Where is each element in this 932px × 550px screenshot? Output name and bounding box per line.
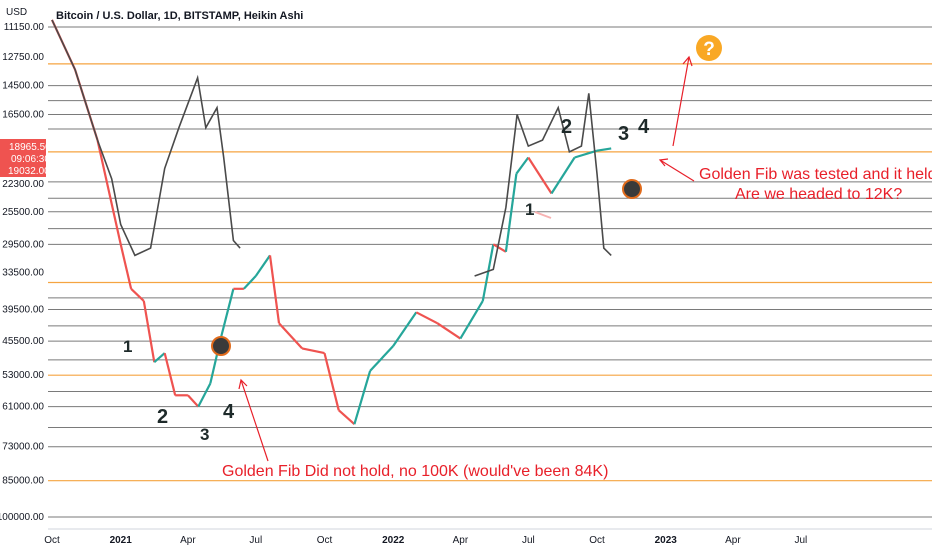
candle-trace-segment-22 [369,345,395,372]
x-tick-6: Apr [453,535,469,546]
candle-trace-segment-12 [219,288,235,339]
candle-trace-segment-14 [243,275,257,290]
y-tick-11: 45500.00 [2,336,44,347]
arrows [238,55,695,462]
candle-trace-segment-6 [153,352,166,364]
currency-label: USD [6,7,27,18]
y-tick-13: 61000.00 [2,402,44,413]
candle-trace-segment-21 [353,370,372,425]
candle-trace-segment-30 [515,156,530,175]
other-price-label: 19032.00 [8,166,50,177]
wave-connector [534,211,552,219]
y-axis[interactable]: 11150.00 12750.00 14500.00 16500.00 22300.00… [0,22,44,523]
candle-trace-segment-18 [301,347,325,355]
candle-trace-segment-25 [436,322,462,340]
question-badge-text: ? [703,39,715,60]
candle-trace-segment-2 [96,139,122,245]
wave-label-3-first: 3 [200,425,209,444]
y-tick-3: 16500.00 [2,110,44,121]
marker-first-cycle [211,336,231,356]
horizontal-levels [48,26,932,518]
candle-trace-segment-33 [574,149,598,159]
candle-trace-segment-7 [163,352,177,396]
x-tick-4: Oct [317,535,333,546]
y-tick-6: 22300.00 [2,179,44,190]
x-tick-0: Oct [44,535,60,546]
x-tick-1: 2021 [110,535,133,546]
x-tick-5: 2022 [382,535,405,546]
series-layer [51,19,612,426]
y-tick-10: 39500.00 [2,305,44,316]
candle-trace-segment-28 [492,243,507,253]
y-tick-1: 12750.00 [2,52,44,63]
candle-trace-segment-24 [415,311,438,325]
wave-label-2-first: 2 [157,406,168,428]
candle-trace-segment-3 [119,244,133,290]
candle-trace-segment-10 [197,382,212,408]
candle-trace-segment-26 [459,300,484,340]
annotation-fib-not-held: Golden Fib Did not hold, no 100K (would'… [222,463,608,480]
y-tick-14: 73000.00 [2,442,44,453]
overlay-line-first-cycle [51,19,241,257]
candle-trace-segment-34 [596,147,612,152]
annotation-headed-12k: Are we headed to 12K? [735,186,902,203]
candle-trace-segment-20 [337,409,356,426]
candle-trace-segment-19 [323,352,340,411]
candle-trace-segment-17 [278,322,303,350]
annotation-fib-held: Golden Fib was tested and it held! [699,166,932,183]
wave-label-1-first: 1 [123,337,132,356]
wave-label-1-second: 1 [525,200,534,219]
question-badge [696,35,722,61]
y-tick-8: 29500.00 [2,239,44,250]
x-tick-8: Oct [589,535,605,546]
countdown-label: 09:06:30 [11,154,50,165]
chart-title: Bitcoin / U.S. Dollar, 1D, BITSTAMP, Hei… [56,10,303,22]
candle-trace-segment-5 [142,300,156,363]
wave-label-3-second: 3 [618,123,629,145]
x-tick-11: Jul [794,535,807,546]
x-tick-2: Apr [180,535,196,546]
y-tick-15: 85000.00 [2,476,44,487]
x-tick-7: Jul [522,535,535,546]
y-tick-16: 100000.00 [0,512,44,523]
marker-second-cycle [622,179,642,199]
last-price-label: 18965.50 [9,142,51,153]
y-tick-12: 53000.00 [2,370,44,381]
y-tick-7: 25500.00 [2,207,44,218]
candle-trace-segment-31 [527,156,553,195]
candle-trace-segment-32 [550,156,576,195]
candle-trace-segment-9 [187,394,200,408]
candle-trace-segment-16 [268,255,281,324]
x-tick-9: 2023 [655,535,678,546]
candle-trace-segment-4 [130,288,145,302]
overlay-line-second-cycle [474,93,612,277]
candle-trace-segment-15 [254,254,271,277]
x-axis[interactable]: Oct 2021 Apr Jul Oct 2022 Apr Jul Oct 2023 Apr Jul [44,535,807,546]
y-tick-9: 33500.00 [2,268,44,279]
x-tick-10: Apr [725,535,741,546]
wave-label-2-second: 2 [561,116,572,138]
last-price-box [0,139,46,177]
wave-label-4-first: 4 [223,401,235,423]
candle-trace-segment-23 [392,311,418,347]
wave-label-4-second: 4 [638,116,650,138]
candle-trace-segment-29 [504,173,518,252]
y-tick-2: 14500.00 [2,81,44,92]
y-tick-0: 11150.00 [4,22,45,33]
candle-trace-segment-27 [481,244,495,302]
x-tick-3: Jul [249,535,262,546]
